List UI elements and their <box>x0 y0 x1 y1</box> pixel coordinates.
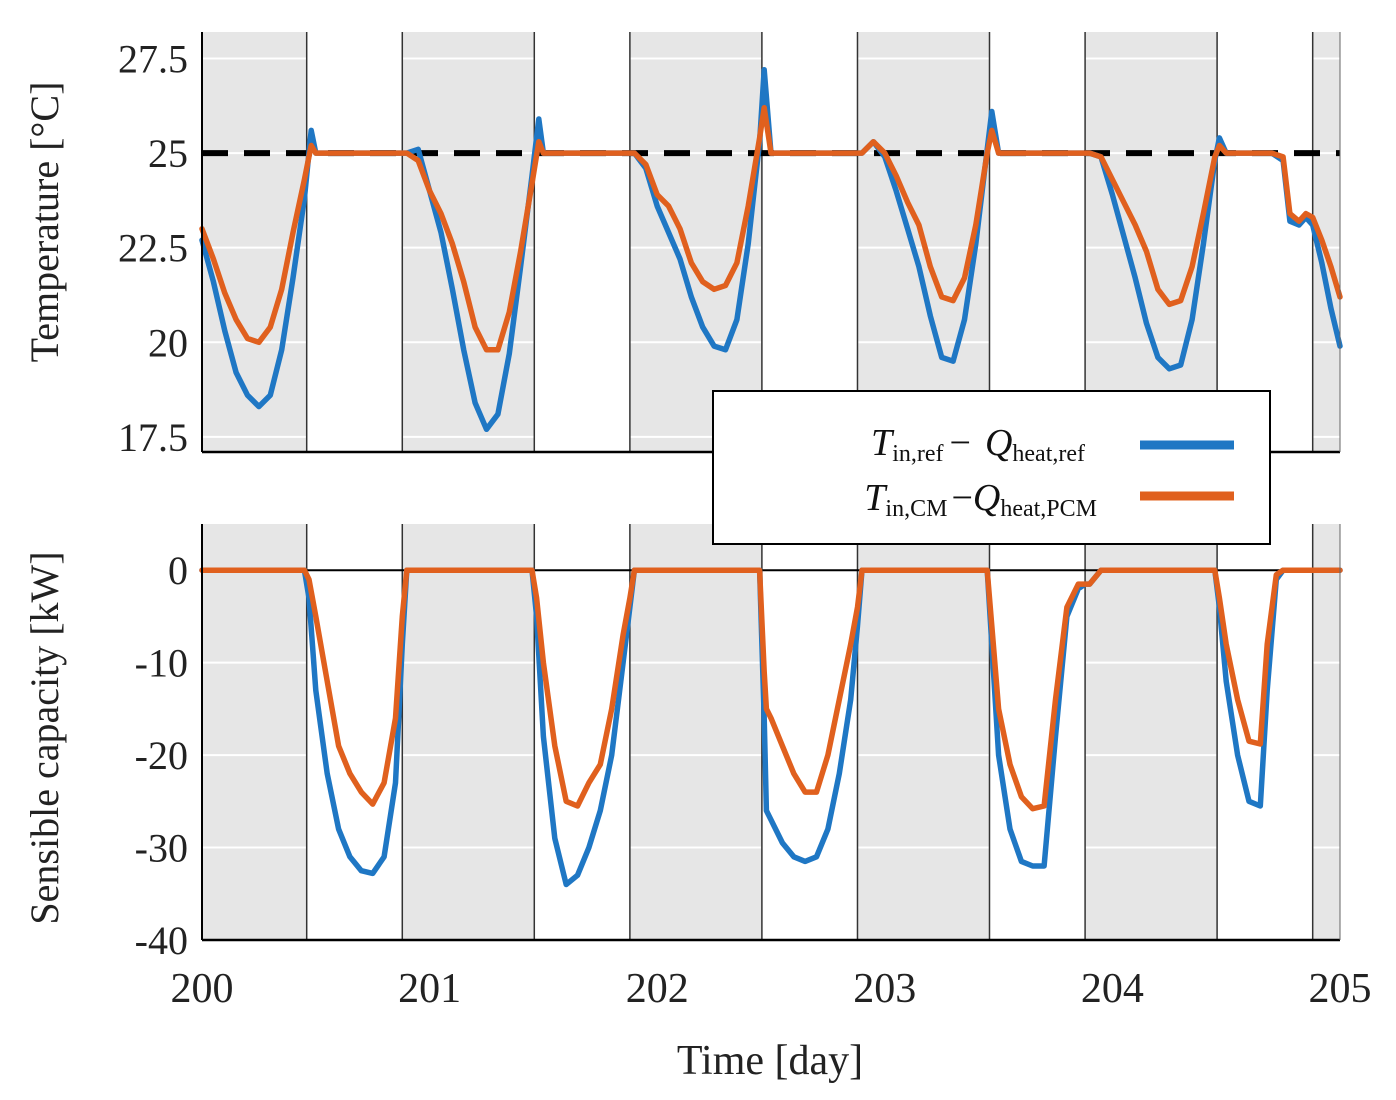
x-tick-label: 203 <box>853 966 916 1012</box>
series-line-pcm <box>199 567 1343 812</box>
x-tick-label: 200 <box>171 966 234 1012</box>
y-tick-label: -30 <box>135 826 188 871</box>
legend-label-ref: Tin,ref − Qheat,ref <box>871 422 1085 467</box>
shaded-interval <box>1085 524 1218 940</box>
shaded-interval <box>1312 524 1340 940</box>
y-tick-label: 20 <box>148 320 188 365</box>
shaded-interval <box>629 524 762 940</box>
legend-box <box>712 390 1271 545</box>
capacity-ylabel: Sensible capacity [kW] <box>22 551 67 924</box>
y-tick-label: -10 <box>135 641 188 686</box>
x-tick-label: 201 <box>398 966 461 1012</box>
temperature-panel: 17.5 20 22.5 25 27.5 <box>118 32 1343 460</box>
shaded-interval <box>857 524 990 940</box>
x-tick-labels: 200 201 202 203 204 205 <box>171 966 1372 1012</box>
y-tick-label: -40 <box>135 918 188 963</box>
time-xlabel: Time [day] <box>677 1038 863 1084</box>
y-tick-label: 0 <box>168 548 188 593</box>
x-tick-label: 205 <box>1309 966 1372 1012</box>
y-tick-label: 22.5 <box>118 226 188 271</box>
legend: Tin,ref − Qheat,ref Tin,CM −Qheat,PCM <box>712 390 1271 545</box>
y-tick-label: 27.5 <box>118 36 188 81</box>
temperature-ylabel: Temperature [°C] <box>22 82 67 363</box>
x-tick-label: 202 <box>626 966 689 1012</box>
shaded-interval <box>202 524 307 940</box>
y-tick-label: -20 <box>135 733 188 778</box>
y-tick-label: 17.5 <box>118 415 188 460</box>
sensible-capacity-panel: -40 -30 -20 -10 0 <box>135 524 1343 963</box>
x-tick-label: 204 <box>1081 966 1144 1012</box>
shaded-interval <box>402 524 535 940</box>
legend-label-pcm: Tin,CM −Qheat,PCM <box>864 477 1097 522</box>
series-line-pcm <box>199 104 1343 353</box>
shaded-interval <box>402 32 535 452</box>
y-tick-label: 25 <box>148 131 188 176</box>
